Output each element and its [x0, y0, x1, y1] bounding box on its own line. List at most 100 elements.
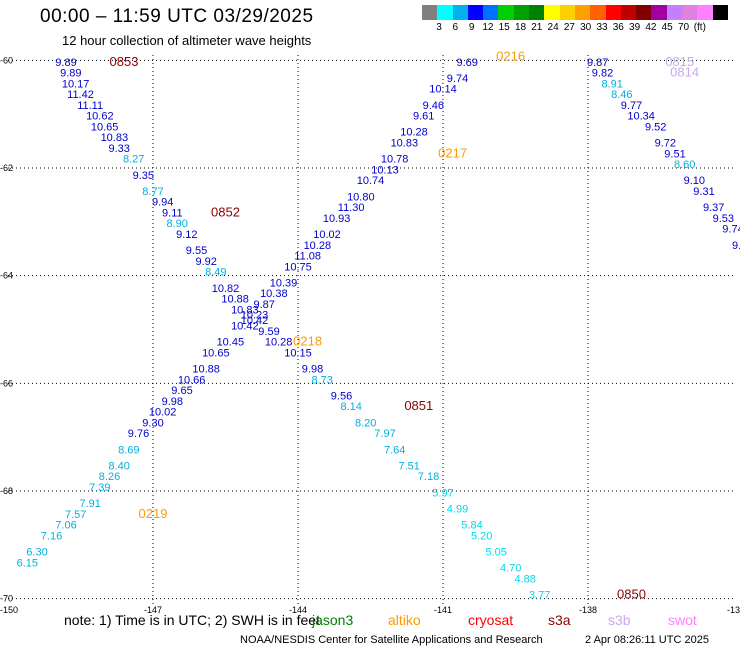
swh-value-label: 11.42 — [67, 89, 94, 101]
pass-time-label: 0853 — [110, 54, 139, 69]
colorbar-swatch — [697, 5, 713, 20]
swh-value-label: 8.73 — [311, 374, 332, 386]
lon-tick-label: -144 — [289, 605, 307, 615]
swh-value-label: 10.88 — [221, 294, 249, 306]
swh-value-label: 9.35 — [133, 170, 154, 182]
satellite-legend-item: swot — [668, 612, 697, 628]
colorbar — [422, 5, 728, 20]
swh-value-label: 10.88 — [192, 364, 220, 376]
swh-value-label: 9.98 — [162, 396, 183, 408]
colorbar-swatch — [682, 5, 698, 20]
lon-tick-label: -13 — [727, 605, 740, 615]
swh-value-label: 8.14 — [340, 401, 361, 413]
swh-value-label: 9.31 — [693, 186, 714, 198]
swh-value-label: 7.91 — [79, 498, 100, 510]
swh-value-label: 4.99 — [447, 504, 468, 516]
swh-value-label: 9.98 — [302, 364, 323, 376]
swh-value-label: 10.80 — [347, 191, 375, 203]
colorbar-swatch — [422, 5, 438, 20]
swh-value-label: 10.62 — [86, 111, 114, 123]
swh-value-label: 6.15 — [17, 557, 38, 569]
swh-value-label: 9.72 — [655, 138, 676, 150]
swh-value-label: 8.46 — [611, 89, 632, 101]
lat-tick-label: -66 — [0, 378, 13, 388]
swh-value-label: 9.52 — [645, 121, 666, 133]
swh-value-label: 7.06 — [55, 520, 76, 532]
lon-tick-label: -147 — [144, 605, 162, 615]
swh-value-label: 9.74 — [722, 224, 740, 236]
swh-value-label: 10.15 — [284, 347, 312, 359]
swh-value-label: 9.10 — [684, 175, 705, 187]
colorbar-tick-label: 30 — [580, 22, 592, 33]
pass-time-label: 0852 — [211, 204, 240, 219]
swh-value-label: 9.82 — [592, 68, 613, 80]
swh-value-label: 5.84 — [461, 520, 482, 532]
colorbar-tick-label: 70 — [677, 22, 690, 33]
swh-value-label: 10.34 — [627, 111, 655, 123]
swh-value-label: 9.74 — [447, 73, 468, 85]
swh-value-label: 9.30 — [142, 417, 163, 429]
swh-value-label: 10.17 — [62, 78, 90, 90]
swh-value-label: 10.83 — [101, 132, 129, 144]
swh-value-label: 7.18 — [418, 471, 439, 483]
colorbar-tick-label: 12 — [482, 22, 494, 33]
swh-value-label: 7.57 — [65, 509, 86, 521]
swh-value-label: 7.39 — [89, 482, 110, 494]
swh-value-label: 9.37 — [703, 202, 724, 214]
swh-value-label: 10.83 — [391, 138, 419, 150]
swh-value-label: 4.70 — [500, 563, 521, 575]
chart-title: 00:00 – 11:59 UTC 03/29/2025 — [40, 6, 314, 27]
swh-value-label: 10.02 — [149, 407, 177, 419]
satellite-legend-item: s3b — [608, 612, 631, 628]
swh-value-label: 11.11 — [77, 100, 103, 112]
swh-value-label: 5.20 — [471, 530, 492, 542]
colorbar-swatch — [452, 5, 468, 20]
swh-value-label: 9.65 — [171, 385, 192, 397]
swh-value-label: 9.69 — [456, 57, 477, 69]
swh-value-label: 11.30 — [338, 202, 365, 214]
pass-time-label: 0814 — [670, 65, 699, 80]
satellite-legend-item: altiko — [388, 612, 421, 628]
lat-tick-label: -62 — [0, 163, 13, 173]
colorbar-swatch — [529, 5, 545, 20]
swh-value-label: 7.97 — [374, 428, 395, 440]
swh-value-label: 9.12 — [176, 229, 197, 241]
colorbar-tick-label: 9 — [468, 22, 475, 33]
swh-value-label: 8.91 — [601, 78, 622, 90]
swh-value-label: 10.28 — [304, 240, 332, 252]
swh-value-label: 10.45 — [217, 337, 245, 349]
swh-value-label: 10.78 — [381, 154, 409, 166]
lon-tick-label: -141 — [434, 605, 452, 615]
swh-value-label: 9.77 — [621, 100, 642, 112]
colorbar-swatch — [544, 5, 560, 20]
colorbar-swatch — [437, 5, 453, 20]
swh-value-label: 10.14 — [429, 84, 457, 96]
colorbar-tick-label: 45 — [661, 22, 673, 33]
satellite-legend-item: cryosat — [468, 612, 514, 628]
swh-value-label: 8.20 — [355, 417, 376, 429]
colorbar-tick-label: 15 — [498, 22, 510, 33]
swh-value-label: 9.76 — [128, 428, 149, 440]
swh-value-label: 10.74 — [357, 175, 385, 187]
colorbar-swatch — [467, 5, 484, 20]
lat-tick-label: -64 — [0, 271, 13, 281]
swh-value-label: 11.08 — [294, 251, 321, 263]
colorbar-tick-label: 18 — [514, 22, 527, 33]
swh-value-label: 7.64 — [384, 444, 405, 456]
lat-tick-label: -68 — [0, 486, 13, 496]
swh-value-label: 10.39 — [270, 277, 298, 289]
swh-value-label: 9.94 — [152, 197, 173, 209]
colorbar-swatch — [483, 5, 499, 20]
swh-value-label: 9.87 — [253, 299, 274, 311]
colorbar-tick-label: 24 — [547, 22, 559, 33]
satellite-legend-item: jason3 — [312, 612, 354, 628]
swh-value-label: 10.28 — [265, 337, 293, 349]
pass-time-label: 0218 — [293, 334, 322, 349]
lon-tick-label: -138 — [579, 605, 597, 615]
swh-value-label: 10.42 — [241, 315, 269, 327]
swh-value-label: 10.65 — [91, 121, 119, 133]
swh-value-label: 9.46 — [423, 100, 444, 112]
swh-value-label: 9.61 — [413, 111, 434, 123]
chart-subtitle: 12 hour collection of altimeter wave hei… — [62, 33, 312, 48]
